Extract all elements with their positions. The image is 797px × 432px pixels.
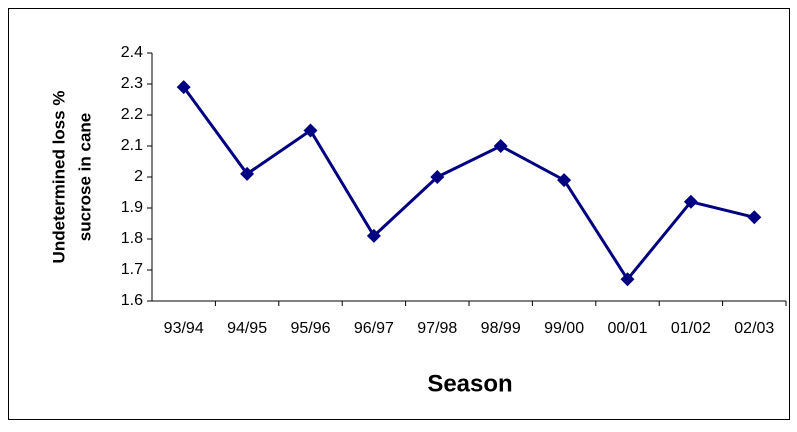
y-tick-label: 1.9 xyxy=(121,199,143,216)
x-tick-label: 98/99 xyxy=(481,320,521,337)
y-tick-label: 1.6 xyxy=(121,292,143,309)
marker xyxy=(747,210,762,225)
y-tick-label: 2.4 xyxy=(121,44,143,61)
y-tick-label: 1.7 xyxy=(121,261,143,278)
y-tick-label: 2.1 xyxy=(121,137,143,154)
x-tick-label: 93/94 xyxy=(164,320,204,337)
marker xyxy=(303,123,318,138)
marker xyxy=(620,272,635,287)
y-tick-label: 2.3 xyxy=(121,75,143,92)
x-tick-label: 97/98 xyxy=(417,320,457,337)
x-tick-label: 95/96 xyxy=(290,320,330,337)
marker xyxy=(366,228,381,243)
marker xyxy=(557,173,572,188)
x-axis-label: Season xyxy=(427,370,512,397)
marker xyxy=(430,170,445,184)
y-tick-label: 1.8 xyxy=(121,230,143,247)
line xyxy=(182,86,755,282)
x-tick-label: 00/01 xyxy=(607,320,647,337)
marker xyxy=(493,139,508,153)
x-tick-label: 96/97 xyxy=(354,320,394,337)
x-tick-label: 99/00 xyxy=(544,320,584,337)
marker xyxy=(240,166,255,181)
y-axis-label: sucrose in cane xyxy=(75,113,94,242)
x-tick-label: 02/03 xyxy=(734,320,774,337)
y-tick-label: 2 xyxy=(134,168,143,185)
y-tick-label: 2.2 xyxy=(121,106,143,123)
marker xyxy=(683,194,698,209)
x-tick-label: 94/95 xyxy=(227,320,267,337)
marker xyxy=(176,80,191,95)
x-tick-label: 01/02 xyxy=(671,320,711,337)
y-axis-label: Undetermined loss % xyxy=(49,91,68,264)
